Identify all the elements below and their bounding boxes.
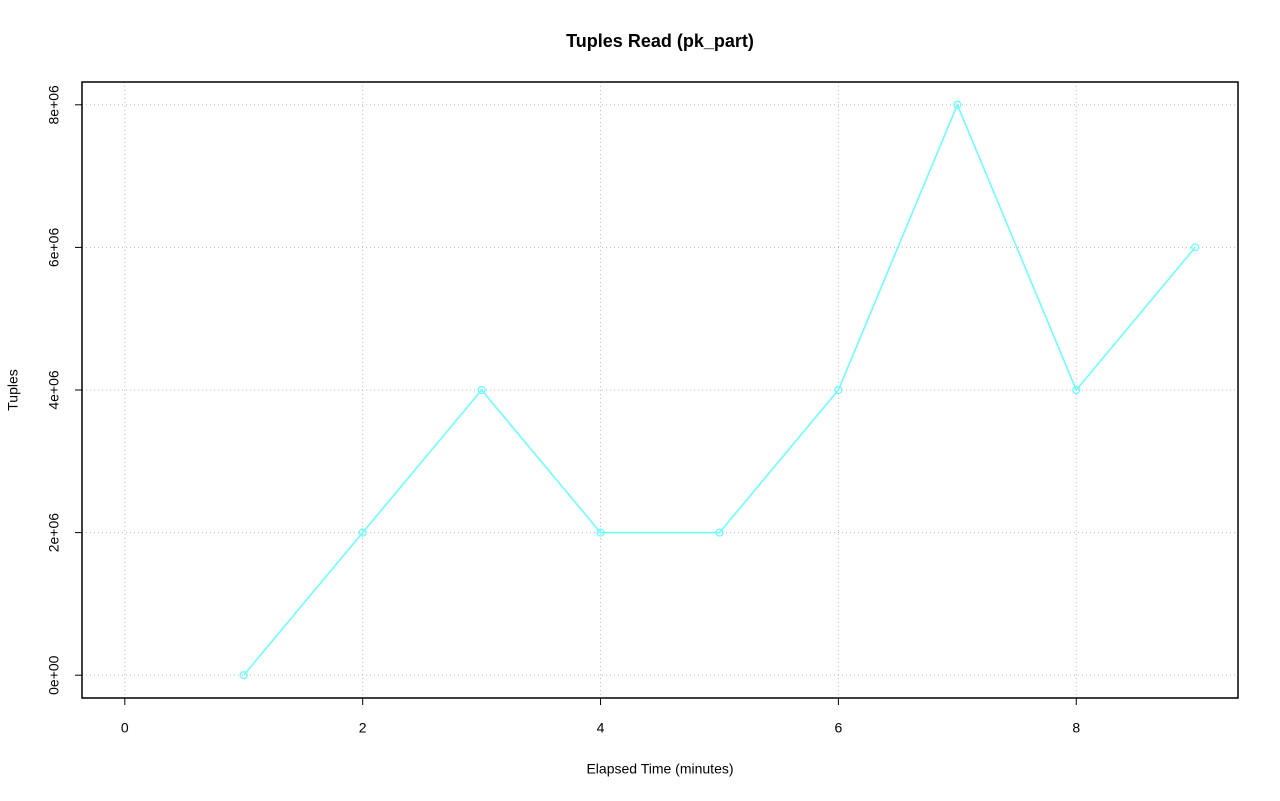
data-point bbox=[596, 528, 605, 537]
x-tick-label: 8 bbox=[1072, 720, 1080, 736]
data-point bbox=[239, 671, 248, 680]
data-point bbox=[1072, 385, 1081, 395]
data-point bbox=[477, 385, 486, 395]
y-tick-label: 8e+06 bbox=[46, 85, 62, 125]
data-point bbox=[834, 385, 843, 395]
data-point bbox=[953, 100, 962, 109]
data-point bbox=[715, 528, 724, 537]
plot-frame bbox=[81, 81, 1239, 699]
x-axis-label: Elapsed Time (minutes) bbox=[586, 761, 733, 777]
data-point bbox=[1191, 243, 1200, 252]
y-tick-label: 6e+06 bbox=[46, 228, 62, 268]
x-tick-label: 0 bbox=[121, 720, 129, 736]
chart-title: Tuples Read (pk_part) bbox=[566, 31, 754, 51]
data-point bbox=[358, 528, 367, 537]
series-line bbox=[243, 102, 1196, 676]
x-tick-label: 4 bbox=[597, 720, 605, 736]
x-tick-label: 6 bbox=[834, 720, 842, 736]
x-tick-label: 2 bbox=[359, 720, 367, 736]
y-tick-label: 2e+06 bbox=[46, 513, 62, 553]
y-axis-label: Tuples bbox=[5, 369, 21, 411]
y-tick-label: 4e+06 bbox=[46, 370, 62, 410]
y-tick-label: 0e+00 bbox=[46, 655, 62, 695]
